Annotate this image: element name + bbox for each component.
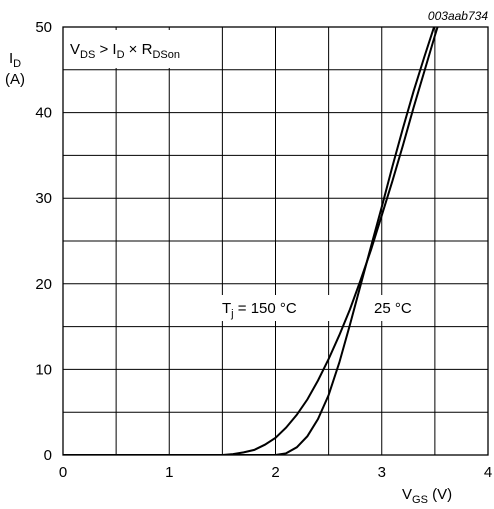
series-line-25 [63,27,436,455]
x-tick-labels: 0 1 2 3 4 [59,464,492,481]
y-tick-label: 40 [35,105,52,122]
y-tick-label: 30 [35,190,52,207]
annotation-25: 25 °C [374,300,412,317]
x-axis-label: VGS (V) [402,486,452,506]
y-tick-label: 0 [44,447,52,464]
figure-code: 003aab734 [428,9,488,23]
annotation-150-background [219,295,334,321]
annotation-tj-150: Tj = 150 °C [222,300,297,320]
series-line-tj-150 [63,27,439,455]
y-tick-label: 50 [35,19,52,36]
grid [63,27,488,455]
y-tick-labels: 0 10 20 30 40 50 [35,19,52,464]
y-tick-label: 20 [35,276,52,293]
condition-label-background [65,30,221,68]
x-tick-label: 1 [165,464,173,481]
x-tick-label: 4 [484,464,492,481]
x-tick-label: 2 [271,464,279,481]
y-axis-label: ID [9,50,21,70]
y-tick-label: 10 [35,361,52,378]
x-tick-label: 3 [378,464,386,481]
annotation-25-background [370,295,430,321]
y-axis-unit: (A) [5,71,25,88]
condition-label: VDS > ID × RDSon [70,41,180,61]
x-tick-label: 0 [59,464,67,481]
